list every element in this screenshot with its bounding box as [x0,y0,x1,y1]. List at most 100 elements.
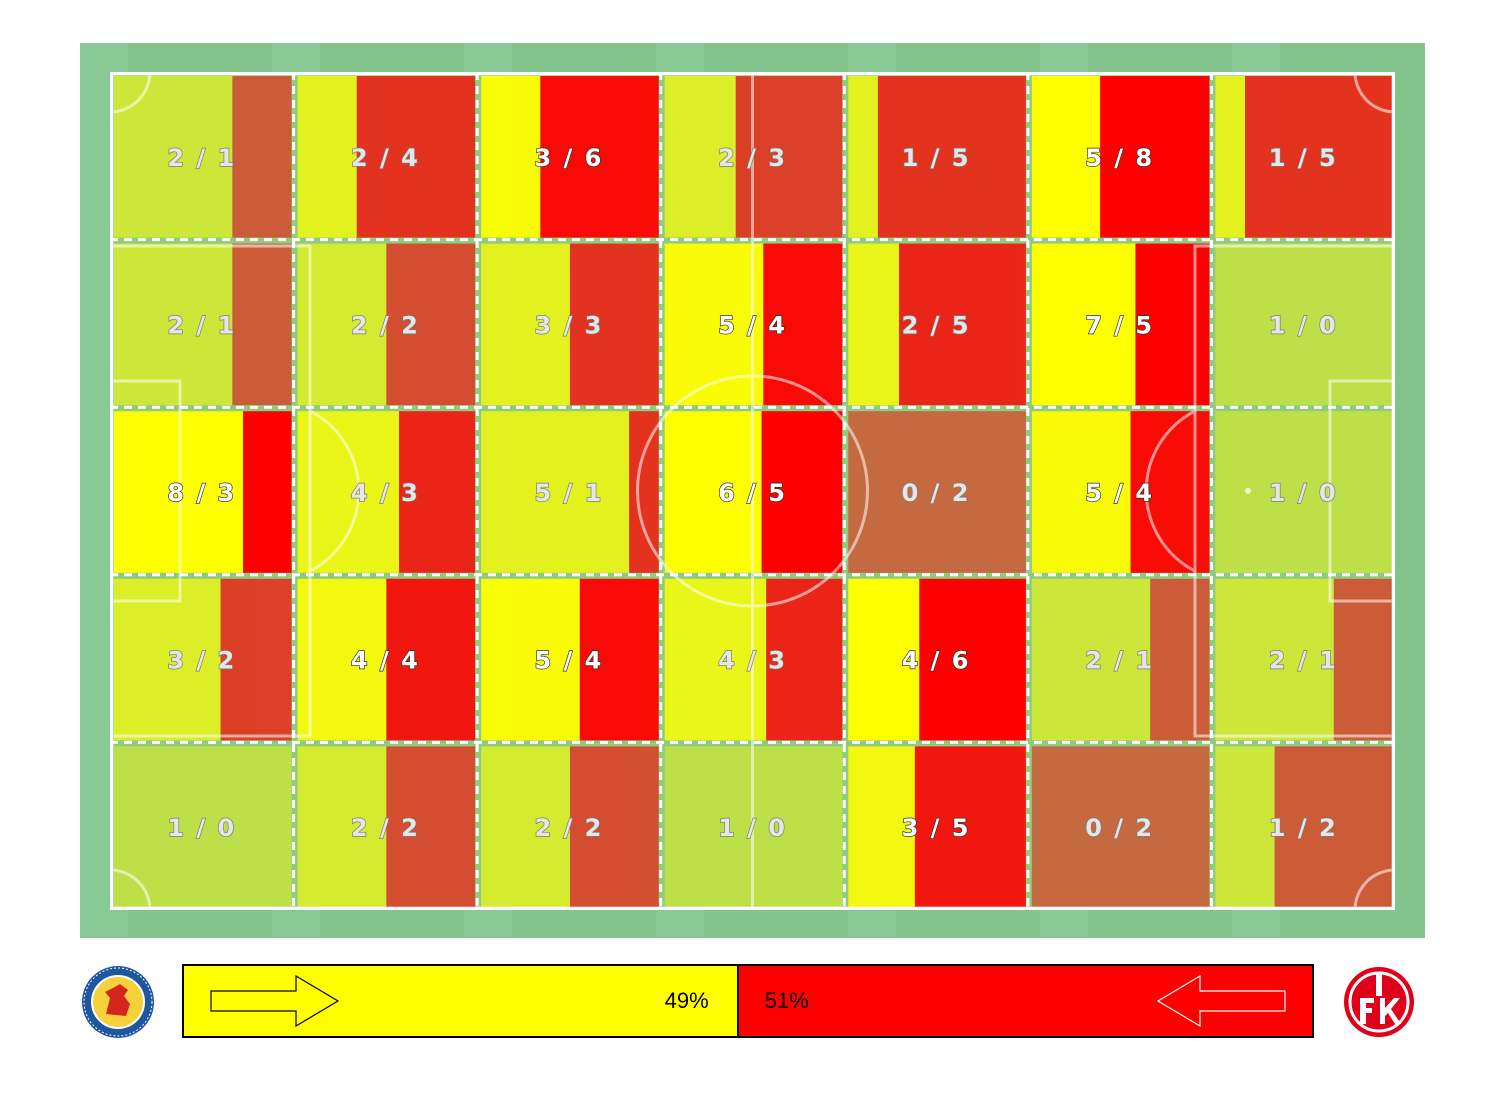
away-share-bar [579,578,659,741]
away-share-bar [386,578,476,741]
cell-label: 2 / 2 [351,814,420,842]
possession-legend-bar: 49% 51% [182,964,1314,1038]
arrow-right-icon [210,975,340,1027]
heatmap-cell [481,746,659,908]
away-share-bar [1150,578,1210,741]
cell-label: 1 / 5 [1269,144,1338,172]
cell-label: 2 / 1 [1269,647,1338,675]
cell-label: 8 / 3 [167,479,236,507]
home-share-bar [664,243,764,406]
home-share-bar [848,578,920,741]
home-share-bar [1031,411,1131,573]
cell-label: 4 / 3 [351,479,420,507]
away-share-bar [914,746,1026,908]
cell-label: 2 / 5 [902,311,971,339]
home-share-bar [297,243,387,406]
home-share-bar [481,578,580,741]
heatmap-cell [1031,578,1210,741]
cell-label: 3 / 6 [534,144,603,172]
cell-label: 1 / 5 [902,144,971,172]
heatmap-cell [664,411,843,573]
home-share-bar [481,411,630,573]
penalty-spot [1245,488,1251,494]
away-share-bar [629,411,659,573]
away-share-bar [1100,76,1210,238]
away-share-bar [356,76,476,238]
away-share-bar [386,243,476,406]
away-share-bar [1333,578,1393,741]
cell-label: 1 / 0 [1269,311,1338,339]
home-share-segment: 49% [184,966,737,1036]
home-share-bar [1215,578,1334,741]
home-share-bar [114,578,221,741]
home-share-bar [481,746,570,908]
heatmap-cell [1215,578,1393,741]
cell-label: 2 / 1 [167,311,236,339]
away-share-bar [877,76,1026,238]
cell-label: 5 / 8 [1085,144,1154,172]
heatmap-cell [664,578,843,741]
cell-label: 2 / 4 [351,144,420,172]
home-share-bar [848,243,900,406]
heatmap-grid [110,72,1395,910]
cell-label: 2 / 3 [718,144,787,172]
home-share-bar [1031,578,1151,741]
home-share-label: 49% [664,988,709,1013]
cell-label: 2 / 2 [534,814,603,842]
home-share-bar [664,76,736,238]
cell-label: 5 / 4 [718,311,787,339]
home-share-bar [1215,243,1393,406]
heatmap-chart: 2 / 1 2 / 4 3 / 6 2 / 3 1 / 5 5 / 8 1 / 5 2 / 1… [110,72,1395,910]
away-share-bar [1031,746,1210,908]
away-share-bar [232,243,292,406]
cell-label: 5 / 4 [534,647,603,675]
cell-label: 1 / 0 [167,814,236,842]
away-share-bar [766,578,843,741]
away-share-bar [386,746,476,908]
arrow-left-icon [1156,975,1286,1027]
heatmap-cell [114,746,292,908]
heatmap-cell [297,76,476,238]
home-share-bar [297,578,387,741]
away-share-bar [569,746,659,908]
heatmap-cell [848,411,1026,573]
home-share-bar [297,411,400,573]
away-share-bar [569,243,659,406]
home-share-bar [481,243,570,406]
home-share-bar [297,76,357,238]
home-share-bar [848,76,878,238]
cell-label: 4 / 6 [902,647,971,675]
cell-label: 7 / 5 [1085,311,1154,339]
away-share-bar [848,411,1026,573]
cell-label: 0 / 2 [1085,814,1154,842]
cell-label: 3 / 3 [534,311,603,339]
home-share-bar [1215,76,1246,238]
cell-label: 3 / 2 [167,647,236,675]
heatmap-cell [481,76,659,238]
heatmap-cell [848,76,1026,238]
cell-label: 4 / 4 [351,647,420,675]
heatmap-cell [1031,746,1210,908]
away-share-bar [540,76,659,238]
home-share-bar [1031,243,1136,406]
heatmap-cell [114,243,292,406]
cell-label: 2 / 2 [351,311,420,339]
cell-label: 1 / 0 [718,814,787,842]
heatmap-cell [114,578,292,741]
home-share-bar [114,243,233,406]
heatmap-cell [1215,243,1393,406]
away-share-bar [399,411,476,573]
away-share-bar [1274,746,1393,908]
heatmap-cell [848,578,1026,741]
cell-label: 1 / 2 [1269,814,1338,842]
heatmap-cell [297,578,476,741]
away-share-label: 51% [764,988,809,1013]
cell-label: 2 / 1 [167,144,236,172]
away-share-bar [220,578,292,741]
cell-label: 6 / 5 [718,479,787,507]
heatmap-cell [481,243,659,406]
home-share-bar [848,746,915,908]
home-share-bar [1031,76,1101,238]
away-share-segment: 51% [736,966,1312,1036]
heatmap-cell [848,243,1026,406]
